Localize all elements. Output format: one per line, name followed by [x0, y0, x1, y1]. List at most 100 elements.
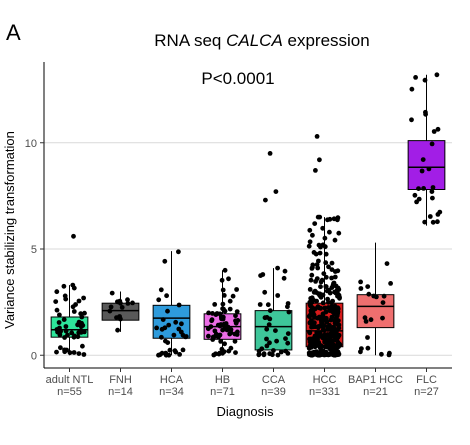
- data-point: [81, 295, 86, 301]
- data-point: [285, 304, 290, 310]
- data-point: [267, 351, 273, 357]
- chart-title-gene: CALCA: [226, 31, 283, 50]
- data-point: [232, 338, 238, 344]
- data-point: [256, 352, 262, 358]
- data-point: [167, 347, 173, 353]
- data-point: [57, 312, 62, 318]
- data-point: [219, 277, 225, 283]
- data-point: [307, 299, 313, 305]
- data-point: [115, 327, 120, 333]
- data-point: [222, 341, 228, 347]
- data-point: [358, 279, 363, 285]
- data-point: [430, 195, 435, 201]
- x-tick-label: FNH: [109, 374, 132, 386]
- data-point: [310, 232, 315, 238]
- x-tick-count: n=39: [261, 386, 286, 398]
- data-point: [271, 348, 276, 353]
- data-point: [227, 298, 233, 304]
- data-point: [234, 287, 240, 292]
- data-point: [330, 342, 336, 347]
- chart-title: RNA seq CALCA expression: [154, 31, 369, 50]
- data-point: [311, 312, 317, 318]
- data-point: [220, 301, 226, 307]
- x-axis-title: Diagnosis: [216, 404, 274, 419]
- data-point: [71, 285, 77, 291]
- data-point: [227, 331, 233, 337]
- data-point: [329, 275, 334, 281]
- x-tick-count: n=14: [108, 386, 133, 398]
- data-point: [76, 319, 82, 325]
- data-point: [335, 285, 341, 291]
- data-point: [430, 219, 436, 225]
- data-point: [119, 305, 125, 310]
- data-point: [332, 237, 338, 243]
- data-point: [426, 166, 432, 172]
- data-point: [275, 265, 280, 271]
- x-tick-label: HB: [215, 374, 230, 386]
- data-point: [80, 343, 85, 349]
- data-point: [162, 258, 168, 264]
- data-point: [326, 305, 331, 310]
- box-iqr: [152, 304, 191, 339]
- data-point: [233, 313, 238, 319]
- panel-letter: A: [6, 20, 21, 45]
- data-point: [316, 291, 321, 297]
- data-point: [130, 300, 135, 306]
- outlier-point: [273, 189, 279, 195]
- data-point: [54, 307, 60, 313]
- data-point: [275, 293, 281, 298]
- data-point: [335, 322, 340, 327]
- x-tick-count: n=21: [363, 386, 388, 398]
- data-point: [365, 335, 370, 340]
- data-point: [380, 300, 386, 305]
- data-point: [166, 352, 172, 358]
- data-point: [308, 277, 314, 283]
- data-point: [329, 314, 335, 320]
- data-point: [67, 350, 73, 356]
- data-point: [108, 304, 114, 310]
- data-point: [71, 334, 77, 340]
- data-point: [306, 243, 312, 249]
- box-iqr: [407, 140, 446, 190]
- data-point: [221, 293, 227, 298]
- data-point: [58, 345, 63, 351]
- x-tick-count: n=331: [309, 386, 340, 398]
- data-point: [435, 219, 440, 225]
- data-point: [282, 268, 288, 274]
- data-point: [154, 325, 160, 331]
- x-tick-count: n=34: [159, 386, 184, 398]
- data-point: [307, 330, 313, 336]
- data-point: [172, 348, 178, 354]
- data-point: [419, 168, 425, 174]
- data-point: [226, 276, 231, 282]
- data-point: [221, 321, 227, 327]
- data-point: [233, 350, 238, 355]
- data-point: [332, 269, 338, 274]
- data-point: [213, 331, 219, 337]
- data-point: [318, 343, 324, 349]
- data-point: [312, 306, 318, 312]
- data-point: [307, 239, 313, 245]
- data-point: [336, 332, 342, 338]
- data-point: [157, 352, 163, 358]
- data-point: [173, 319, 179, 325]
- data-point: [227, 306, 233, 312]
- data-point: [54, 349, 59, 355]
- data-point: [233, 318, 238, 324]
- data-point: [316, 305, 322, 311]
- data-point: [380, 315, 385, 321]
- data-point: [366, 291, 372, 297]
- y-tick-label: 5: [31, 244, 37, 256]
- box-iqr: [356, 294, 395, 329]
- data-point: [323, 251, 329, 257]
- data-point: [214, 311, 220, 316]
- data-point: [307, 339, 313, 345]
- data-point: [318, 284, 323, 290]
- data-point: [414, 199, 419, 205]
- data-point: [285, 340, 291, 346]
- data-point: [330, 347, 335, 353]
- data-point: [326, 264, 331, 270]
- data-point: [107, 308, 113, 314]
- data-point: [334, 313, 340, 319]
- chart-title-suffix: expression: [283, 31, 370, 50]
